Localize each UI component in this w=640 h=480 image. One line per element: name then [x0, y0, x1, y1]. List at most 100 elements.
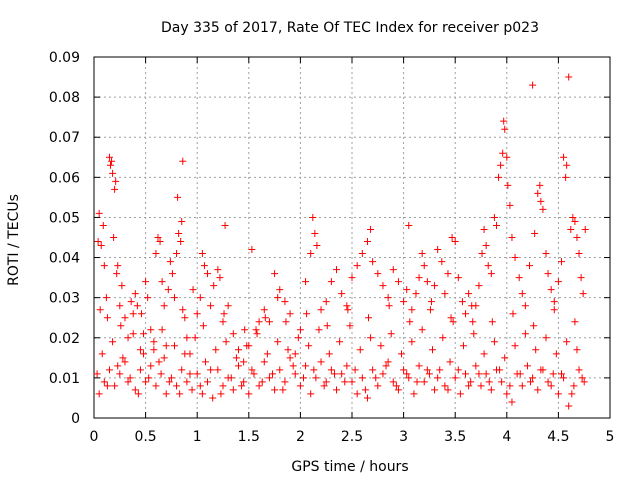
data-point — [377, 342, 385, 350]
data-point — [549, 370, 557, 378]
data-point — [506, 201, 514, 209]
data-point — [217, 390, 225, 398]
data-point — [484, 262, 492, 270]
data-point — [568, 390, 576, 398]
data-point — [570, 382, 578, 390]
data-point — [114, 362, 122, 370]
data-point — [434, 246, 442, 254]
data-point — [150, 338, 158, 346]
data-point — [418, 326, 426, 334]
data-point — [554, 278, 562, 286]
data-point — [547, 286, 555, 294]
data-point — [428, 346, 436, 354]
data-point — [485, 378, 493, 386]
data-point — [439, 334, 447, 342]
x-tick-label: 0.5 — [134, 429, 156, 445]
data-point — [498, 378, 506, 386]
data-point — [232, 354, 240, 362]
data-point — [454, 274, 462, 282]
data-point — [124, 378, 132, 386]
data-point — [341, 378, 349, 386]
data-point — [234, 346, 242, 354]
data-point — [144, 294, 152, 302]
data-point — [162, 390, 170, 398]
data-point — [167, 374, 175, 382]
data-point — [117, 322, 125, 330]
data-point — [503, 390, 511, 398]
data-point — [189, 286, 197, 294]
data-point — [229, 386, 237, 394]
data-point — [501, 354, 509, 362]
data-point — [107, 161, 115, 169]
data-point — [526, 262, 534, 270]
data-point — [330, 370, 338, 378]
data-point — [147, 362, 155, 370]
data-point — [508, 234, 516, 241]
data-point — [560, 374, 568, 382]
data-point — [363, 394, 371, 402]
grid-lines — [93, 56, 611, 419]
data-point — [400, 366, 408, 374]
data-point — [157, 370, 165, 378]
data-point — [503, 153, 511, 161]
y-tick-label: 0 — [71, 411, 80, 427]
data-point — [214, 366, 222, 374]
data-point — [323, 322, 331, 330]
data-point — [93, 370, 101, 378]
data-point — [127, 298, 135, 306]
data-point — [436, 366, 444, 374]
data-point — [175, 229, 183, 237]
data-point — [177, 238, 185, 246]
data-point — [327, 278, 335, 286]
data-point — [413, 378, 421, 386]
data-point — [183, 334, 191, 342]
data-point — [420, 262, 428, 270]
data-point — [286, 354, 294, 362]
data-point — [333, 386, 341, 394]
data-point — [361, 386, 369, 394]
data-point — [183, 378, 191, 386]
data-point — [260, 306, 268, 314]
data-point — [496, 366, 504, 374]
data-point — [250, 370, 258, 378]
data-point — [487, 270, 495, 278]
data-point — [166, 258, 174, 266]
data-point — [423, 366, 431, 374]
data-point — [392, 382, 400, 390]
data-point — [412, 290, 420, 298]
data-point — [95, 209, 103, 217]
data-point — [179, 157, 187, 165]
data-point — [462, 370, 470, 378]
data-point — [403, 370, 411, 378]
data-point — [181, 314, 189, 322]
data-point — [506, 382, 514, 390]
y-tick-label: 0.06 — [49, 170, 80, 186]
data-point — [423, 278, 431, 286]
data-point — [204, 270, 212, 278]
data-point — [315, 326, 323, 334]
data-point — [216, 274, 224, 282]
data-point — [142, 278, 150, 286]
data-point — [441, 290, 449, 298]
data-point — [156, 238, 164, 246]
data-point — [170, 294, 178, 302]
data-point — [389, 378, 397, 386]
data-point — [99, 221, 107, 229]
data-point — [560, 153, 568, 161]
data-point — [174, 193, 182, 201]
data-point — [271, 270, 279, 278]
data-point — [344, 306, 352, 314]
data-point — [410, 390, 418, 398]
data-point — [499, 149, 507, 157]
x-tick-label: 3 — [399, 429, 408, 445]
data-point — [415, 274, 423, 282]
data-point — [229, 330, 237, 338]
data-point — [305, 342, 313, 350]
data-point — [358, 250, 366, 258]
data-point — [415, 362, 423, 370]
data-point — [573, 346, 581, 354]
data-point — [261, 314, 269, 322]
data-point — [193, 310, 201, 318]
data-point — [405, 221, 413, 229]
data-point — [579, 290, 587, 298]
